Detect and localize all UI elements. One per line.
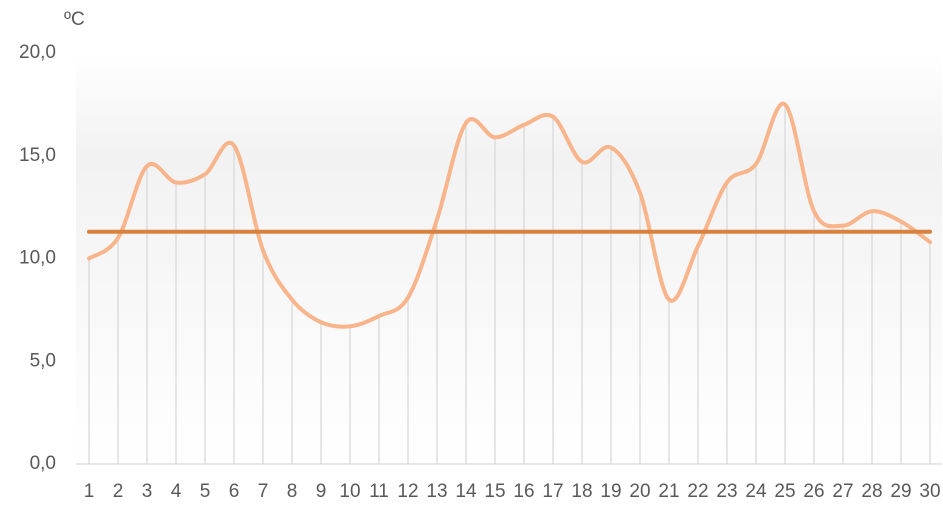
- x-tick-label: 14: [455, 481, 477, 502]
- x-tick-label: 1: [84, 481, 95, 502]
- x-tick-label: 15: [484, 481, 505, 502]
- x-tick-label: 16: [513, 481, 534, 502]
- x-tick-label: 28: [861, 481, 882, 502]
- y-tick-label: 0,0: [30, 453, 56, 474]
- data-line: [87, 101, 932, 329]
- x-tick-label: 24: [745, 481, 767, 502]
- x-tick-label: 22: [687, 481, 708, 502]
- x-tick-label: 2: [113, 481, 124, 502]
- x-tick-label: 8: [287, 481, 298, 502]
- x-tick-label: 18: [571, 481, 592, 502]
- x-tick-label: 7: [258, 481, 269, 502]
- y-tick-label: 15,0: [19, 145, 56, 166]
- y-tick-label: 5,0: [30, 350, 56, 371]
- x-tick-label: 9: [316, 481, 327, 502]
- x-tick-label: 11: [369, 481, 389, 502]
- y-tick-label: 20,0: [19, 42, 56, 63]
- x-tick-label: 10: [339, 481, 360, 502]
- x-tick-label: 29: [890, 481, 911, 502]
- x-tick-label: 13: [426, 481, 447, 502]
- x-tick-label: 12: [397, 481, 418, 502]
- x-tick-label: 26: [803, 481, 824, 502]
- x-tick-label: 17: [542, 481, 563, 502]
- x-tick-label: 30: [919, 481, 940, 502]
- x-tick-label: 25: [774, 481, 795, 502]
- y-unit: ºC: [64, 9, 85, 30]
- x-tick-label: 20: [629, 481, 650, 502]
- x-tick-label: 3: [142, 481, 153, 502]
- y-tick-label: 10,0: [19, 248, 56, 269]
- x-tick-label: 21: [658, 481, 679, 502]
- x-tick-label: 23: [716, 481, 737, 502]
- x-tick-label: 6: [229, 481, 240, 502]
- x-tick-label: 5: [200, 481, 211, 502]
- x-tick-label: 27: [832, 481, 853, 502]
- x-tick-label: 4: [171, 481, 182, 502]
- plot-area: [76, 53, 942, 464]
- x-tick-label: 19: [600, 481, 621, 502]
